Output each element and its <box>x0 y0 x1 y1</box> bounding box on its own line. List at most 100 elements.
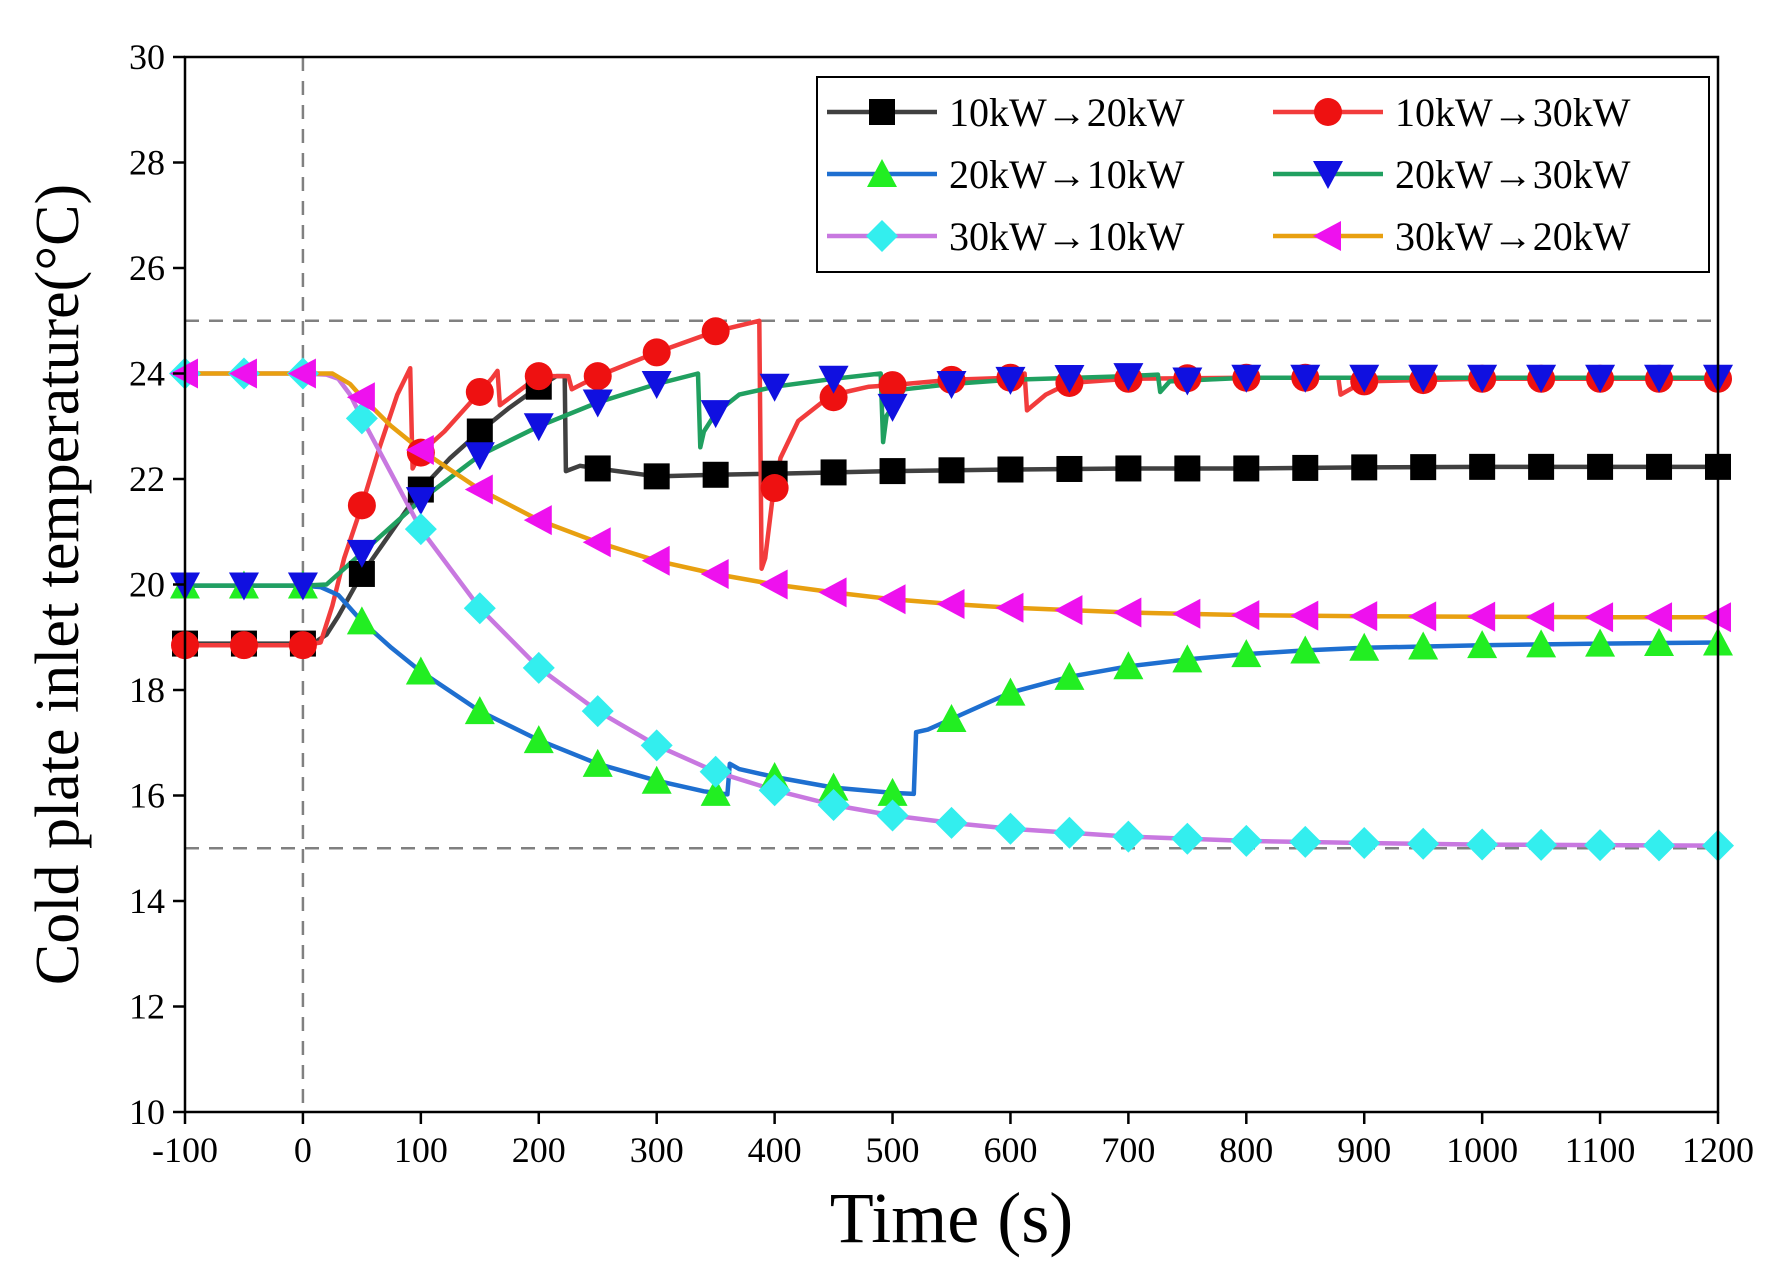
series-2-point <box>583 362 612 391</box>
series-4-point <box>818 365 849 394</box>
series-3-point <box>818 772 849 801</box>
series-6-point <box>936 589 965 620</box>
series-1-point <box>643 463 670 490</box>
series-3-point <box>1467 630 1498 659</box>
series-6-point <box>1172 598 1201 629</box>
series-6-point <box>641 545 670 576</box>
series-4-point <box>877 393 908 422</box>
series-3-point <box>1113 651 1144 680</box>
series-6-point <box>523 505 552 536</box>
series-1-point <box>702 461 729 488</box>
series-4-point <box>346 539 377 568</box>
series-1-point <box>820 459 847 486</box>
series-6-point <box>1526 601 1555 632</box>
series-4-point <box>1113 363 1144 392</box>
series-6-point <box>346 382 375 413</box>
y-tick-label: 14 <box>129 881 165 921</box>
series-1-point <box>997 456 1024 483</box>
series-4-point <box>228 572 259 601</box>
series-2-point <box>465 377 494 406</box>
series-6-point <box>1585 602 1614 633</box>
legend: 10kW→20kW 10kW→30kW 20kW→10kW 20kW→30kW 30kW… <box>816 76 1710 273</box>
series-5-point <box>699 755 732 788</box>
series-1-point <box>879 458 906 485</box>
series-4-point <box>464 442 495 471</box>
series-line-5 <box>185 371 1719 848</box>
x-tick-label: 0 <box>294 1130 312 1170</box>
series-6-point <box>464 474 493 505</box>
x-tick-label: 700 <box>1101 1130 1155 1170</box>
series-3-point <box>700 777 731 806</box>
series-6-point <box>759 569 788 600</box>
series-2-point <box>760 474 789 503</box>
series-6-point <box>1467 601 1496 632</box>
series-5-point <box>404 513 437 546</box>
y-tick-label: 18 <box>129 670 165 710</box>
series-5-point <box>1348 826 1381 859</box>
series-1-point <box>1469 453 1496 480</box>
x-tick-label: 1100 <box>1565 1130 1636 1170</box>
y-tick-label: 20 <box>129 565 165 605</box>
series-6-point <box>1113 597 1142 628</box>
legend-entry-label: 20kW→10kW <box>949 152 1185 197</box>
series-6-point <box>1290 600 1319 631</box>
series-1-point <box>1587 453 1614 480</box>
series-3-point <box>641 765 672 794</box>
legend-entry-label: 10kW→30kW <box>1395 90 1631 135</box>
series-4-point <box>1408 364 1439 393</box>
x-tick-label: 600 <box>983 1130 1037 1170</box>
series-4-point <box>759 373 790 402</box>
series-2-point <box>288 631 317 660</box>
series-6-point <box>995 592 1024 623</box>
series-5-point <box>1584 829 1617 862</box>
series-6-point <box>228 358 257 389</box>
series-6-point <box>700 558 729 589</box>
series-5-point <box>1407 827 1440 860</box>
series-5-point <box>1053 816 1086 849</box>
series-4-point <box>1172 367 1203 396</box>
series-1-point <box>1528 453 1555 480</box>
series-3-point <box>582 748 613 777</box>
series-3-point <box>405 656 436 685</box>
series-markers <box>169 317 1734 862</box>
series-3-point <box>995 677 1026 706</box>
series-2-point <box>701 317 730 346</box>
series-5-point <box>758 774 791 807</box>
series-2-point <box>524 362 553 391</box>
series-3-point <box>877 777 908 806</box>
series-line-3 <box>185 583 1719 797</box>
series-6-point <box>287 358 316 389</box>
y-tick-label: 28 <box>129 143 165 183</box>
series-4-point <box>1467 364 1498 393</box>
series-1-point <box>1410 454 1437 481</box>
series-4-point <box>700 400 731 429</box>
series-4-point <box>287 572 318 601</box>
series-4-point <box>641 371 672 400</box>
series-5-point <box>1112 820 1145 853</box>
series-4-point <box>1526 364 1557 393</box>
y-axis: 10 12 14 16 18 20 22 24 26 28 30 <box>129 37 185 1132</box>
series-5-point <box>640 729 673 762</box>
series-5-point <box>935 806 968 839</box>
x-tick-label: 1000 <box>1446 1130 1518 1170</box>
legend-swatch-marker <box>869 99 895 125</box>
series-6-point <box>1408 601 1437 632</box>
series-4-point <box>523 413 554 442</box>
legend-swatch-marker <box>1313 221 1341 251</box>
y-tick-label: 24 <box>129 354 165 394</box>
x-tick-label: 200 <box>512 1130 566 1170</box>
series-3-point <box>1408 631 1439 660</box>
y-tick-label: 26 <box>129 248 165 288</box>
series-6-point <box>818 577 847 608</box>
series-6-point <box>1349 601 1378 632</box>
legend-swatch-marker <box>1314 98 1342 126</box>
series-1-point <box>1233 455 1260 482</box>
series-5-point <box>1643 829 1676 862</box>
series-4-point <box>1054 364 1085 393</box>
legend-swatch-marker <box>1313 161 1343 189</box>
series-3-point <box>936 704 967 733</box>
series-4-point <box>1290 364 1321 393</box>
series-3-point <box>1290 635 1321 664</box>
legend-box <box>816 76 1710 273</box>
legend-entry-label: 20kW→30kW <box>1395 152 1631 197</box>
